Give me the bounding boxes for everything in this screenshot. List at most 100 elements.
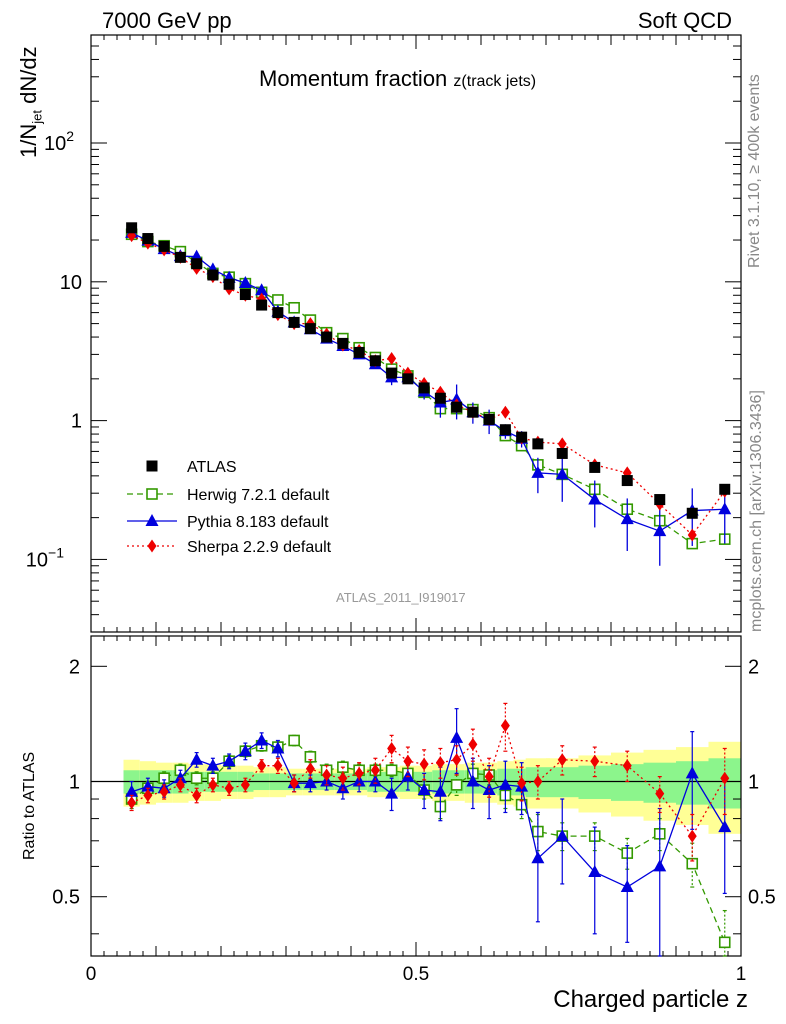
analysis-id-label: ATLAS_2011_I919017 xyxy=(336,590,466,605)
atlas-main-point xyxy=(621,475,633,487)
y-axis-label-main: 1/Njet dN/dz xyxy=(16,46,45,158)
atlas-main-point xyxy=(654,494,666,506)
atlas-main-point xyxy=(174,251,186,263)
atlas-main-point xyxy=(239,289,251,301)
sherpa-ratio-point xyxy=(273,759,283,773)
main-title: Momentum fraction z(track jets) xyxy=(259,68,536,90)
atlas-main-point xyxy=(288,316,300,328)
x-tick-label: 0 xyxy=(86,964,97,985)
sherpa-ratio-point xyxy=(517,776,527,790)
atlas-main-point xyxy=(686,507,698,519)
sherpa-ratio-point xyxy=(289,776,299,790)
sherpa-ratio-point xyxy=(720,771,730,785)
atlas-main-point xyxy=(402,373,414,385)
herwig-ratio-point xyxy=(190,772,203,785)
rivet-version-label: Rivet 3.1.10, ≥ 400k events xyxy=(746,74,763,268)
legend-herwig-label: Herwig 7.2.1 default xyxy=(187,487,330,504)
atlas-main-point xyxy=(532,438,544,450)
sherpa-main-point xyxy=(557,437,567,451)
sherpa-ratio-point xyxy=(435,756,445,770)
atlas-main-point xyxy=(719,483,731,495)
pythia-main-point xyxy=(653,524,667,537)
herwig-ratio-point xyxy=(288,734,300,747)
sherpa-ratio-point xyxy=(468,737,478,751)
y-axis-label-text: 1/N xyxy=(16,123,41,158)
pythia-ratio-point xyxy=(173,771,187,784)
sherpa-ratio-point xyxy=(590,754,600,768)
legend-sherpa-label: Sherpa 2.2.9 default xyxy=(187,539,332,556)
sherpa-ratio-point xyxy=(687,829,697,843)
pythia-ratio-point xyxy=(368,774,382,787)
atlas-main-point xyxy=(418,382,430,394)
sherpa-ratio-point xyxy=(500,719,510,733)
sherpa-ratio-point xyxy=(557,753,567,767)
atlas-main-point xyxy=(191,258,203,270)
pythia-ratio-point xyxy=(466,774,480,787)
sherpa-ratio-point xyxy=(175,778,185,792)
pythia-ratio-point xyxy=(206,758,220,771)
atlas-main-point xyxy=(207,269,219,281)
sherpa-ratio-point xyxy=(208,778,218,792)
pythia-ratio-point xyxy=(125,784,139,797)
atlas-main-point xyxy=(126,222,138,234)
pythia-main-point xyxy=(588,492,602,505)
pythia-ratio-point xyxy=(433,784,447,797)
sherpa-ratio-point xyxy=(419,757,429,771)
main-y-tick-exponent: 2 xyxy=(66,128,74,144)
sherpa-ratio-point xyxy=(305,762,315,776)
atlas-main-point xyxy=(304,323,316,335)
sherpa-ratio-point xyxy=(354,766,364,780)
y-axis-label-tail: dN/dz xyxy=(16,46,41,111)
atlas-main-point xyxy=(434,392,446,404)
sherpa-ratio-point xyxy=(484,770,494,784)
pythia-main-point xyxy=(718,502,732,515)
sherpa-main-point xyxy=(500,405,510,419)
pythia-main-point xyxy=(620,512,634,525)
pythia-ratio-point xyxy=(555,829,569,842)
sherpa-ratio-point xyxy=(622,759,632,773)
herwig-main-point xyxy=(272,294,284,306)
sherpa-ratio-point xyxy=(240,778,250,792)
ratio-y-tick-label-left: 1 xyxy=(69,772,80,794)
main-y-tick-label: 10 xyxy=(60,272,82,294)
legend-pythia-label: Pythia 8.183 default xyxy=(187,514,329,531)
sherpa-ratio-point xyxy=(159,785,169,799)
x-axis-label: Charged particle z xyxy=(553,986,748,1013)
sherpa-ratio-point xyxy=(143,788,153,802)
atlas-main-point xyxy=(321,331,333,343)
legend-pythia-marker xyxy=(145,514,159,526)
pythia-ratio-point xyxy=(498,777,512,790)
sherpa-ratio-point xyxy=(257,759,267,773)
atlas-main-point xyxy=(337,337,349,349)
pythia-ratio-point xyxy=(255,733,269,746)
pythia-ratio-point xyxy=(271,741,285,754)
pythia-ratio-point xyxy=(303,776,317,789)
x-tick-label: 0.5 xyxy=(403,964,429,985)
pythia-ratio-point xyxy=(685,766,699,779)
pythia-ratio-point xyxy=(141,779,155,792)
herwig-ratio-point xyxy=(450,779,463,791)
pythia-ratio-point xyxy=(385,786,399,799)
ratio-y-tick-label-left: 0.5 xyxy=(52,887,80,909)
atlas-main-point xyxy=(589,461,601,473)
herwig-ratio-point xyxy=(385,764,398,777)
legend-sherpa-marker xyxy=(147,539,157,553)
legend-herwig-marker xyxy=(146,488,158,500)
pythia-main-point xyxy=(238,276,252,289)
herwig-ratio-point xyxy=(304,751,317,763)
sherpa-ratio-point xyxy=(452,753,462,767)
main-y-tick-exponent: −1 xyxy=(48,544,64,560)
atlas-main-point xyxy=(256,299,268,311)
ratio-y-tick-label-left: 2 xyxy=(69,656,80,678)
sherpa-ratio-point xyxy=(127,796,137,810)
mcplots-reference-label: mcplots.cern.ch [arXiv:1306.3436] xyxy=(748,390,765,632)
atlas-main-point xyxy=(556,447,568,459)
atlas-main-point xyxy=(353,346,365,358)
pythia-main-point xyxy=(531,465,545,478)
atlas-main-point xyxy=(369,355,381,367)
sherpa-ratio-line xyxy=(131,723,726,838)
y-axis-label-subscript: jet xyxy=(29,110,45,124)
ratio-band-inner xyxy=(546,767,579,798)
sherpa-ratio-point xyxy=(533,775,543,789)
pythia-ratio-point xyxy=(588,865,602,878)
